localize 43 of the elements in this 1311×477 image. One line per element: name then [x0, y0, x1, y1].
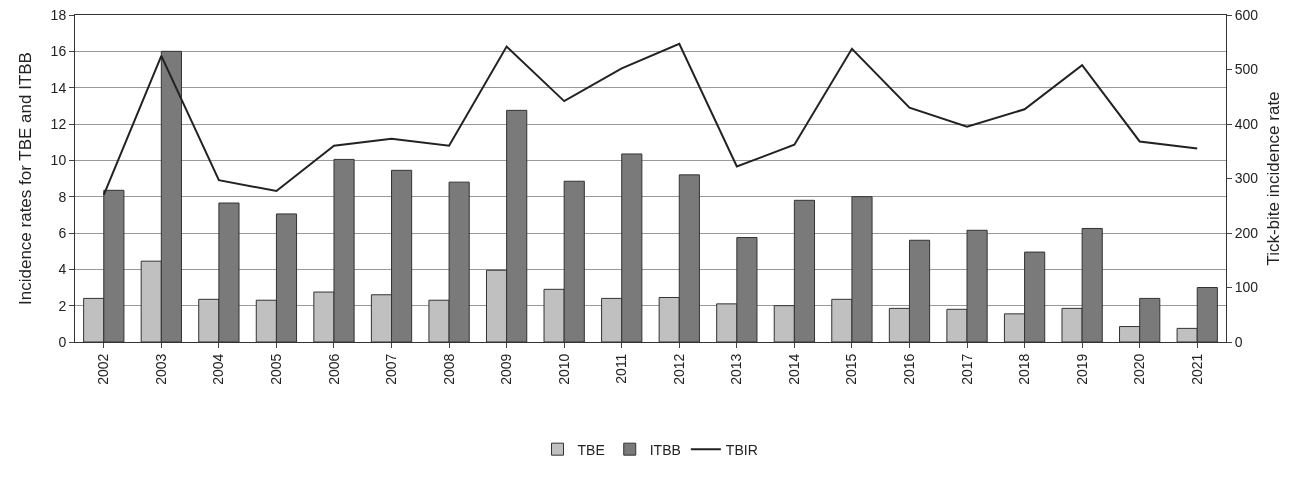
x-tick-label: 2017 [958, 353, 975, 385]
y-tick-label: 4 [58, 261, 67, 278]
x-tick-label: 2014 [785, 353, 802, 385]
x-tick-label: 2020 [1131, 353, 1148, 385]
y-tick-label: 10 [50, 152, 67, 169]
x-tick-label: 2006 [325, 353, 342, 385]
legend-label: TBE [577, 441, 605, 458]
y-tick-label: 14 [50, 79, 67, 96]
y2-tick-label: 100 [1234, 279, 1259, 296]
x-tick-label: 2013 [728, 353, 745, 385]
y-tick-label: 8 [58, 188, 67, 205]
y-tick-label: 16 [50, 43, 67, 60]
x-tick-label: 2004 [210, 353, 227, 385]
x-tick-label: 2002 [95, 353, 112, 385]
x-tick-label: 2010 [555, 353, 572, 385]
y2-tick-label: 200 [1234, 224, 1259, 241]
x-tick-label: 2015 [843, 353, 860, 385]
y-tick-label: 6 [58, 224, 67, 241]
x-tick-label: 2011 [613, 353, 630, 384]
x-tick-label: 2007 [383, 353, 400, 385]
y-tick-label: 2 [58, 297, 67, 314]
y-tick-label: 18 [50, 6, 67, 23]
y-axis-title: Incidence rates for TBE and ITBB [16, 52, 35, 305]
x-tick-label: 2003 [152, 353, 169, 385]
y2-tick-label: 500 [1234, 61, 1259, 78]
y2-tick-label: 300 [1234, 170, 1259, 187]
x-tick-label: 2019 [1073, 353, 1090, 385]
x-tick-label: 2005 [267, 353, 284, 385]
x-tick-label: 2018 [1016, 353, 1033, 385]
line-series [102, 42, 1199, 196]
x-tick-label: 2021 [1188, 353, 1205, 385]
legend-label: ITBB [649, 441, 681, 458]
y-tick-label: 12 [50, 115, 67, 132]
x-tick-label: 2009 [498, 353, 515, 385]
y2-tick-label: 400 [1234, 115, 1259, 132]
legend-label: TBIR [725, 441, 758, 458]
y2-tick-label: 600 [1234, 6, 1259, 23]
x-tick-label: 2012 [670, 353, 687, 385]
y2-axis-title: Tick-bite incidence rate [1263, 91, 1283, 266]
y2-tick-label: 0 [1234, 333, 1243, 350]
x-tick-label: 2008 [440, 353, 457, 385]
y-tick-label: 0 [58, 333, 67, 350]
x-tick-label: 2016 [901, 353, 918, 385]
